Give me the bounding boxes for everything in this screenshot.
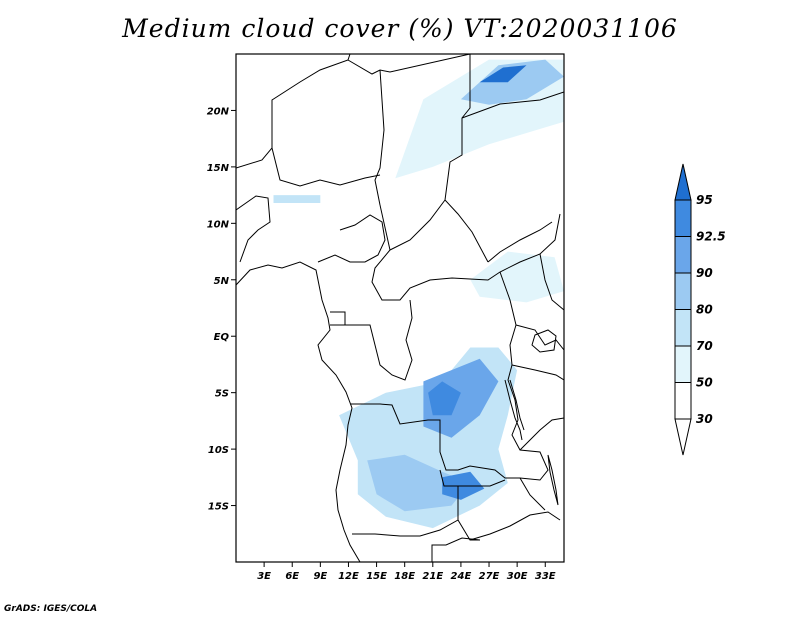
lon-tick-label: 6E <box>285 571 299 582</box>
border-nigeria <box>317 214 386 263</box>
cloud-region-5 <box>470 251 564 303</box>
lake-victoria <box>531 329 557 353</box>
border-sudan <box>461 91 564 263</box>
lake-malawi <box>547 454 559 506</box>
border-niger-chad <box>347 54 489 263</box>
border-east-africa <box>511 253 564 451</box>
lon-tick-label: 18E <box>394 571 415 582</box>
lat-tick-label: 20N <box>207 106 230 117</box>
border-zambia <box>458 479 561 541</box>
lat-tick-label: 15N <box>207 163 230 174</box>
colorbar-level-label: 92.5 <box>696 230 726 244</box>
colorbar-level-label: 90 <box>696 266 713 280</box>
lon-tick-label: 27E <box>479 571 500 582</box>
lon-tick-label: 21E <box>422 571 443 582</box>
lat-tick-label: EQ <box>214 332 230 343</box>
colorbar-swatch <box>674 272 692 310</box>
lon-tick-label: 12E <box>338 571 359 582</box>
colorbar-swatch <box>674 309 692 347</box>
lon-tick-label: 15E <box>366 571 387 582</box>
cloud-region-8 <box>423 358 499 438</box>
lat-tick-label: 5S <box>215 389 229 400</box>
lat-tick-label: 10S <box>208 445 229 456</box>
coastline <box>236 261 361 562</box>
colorbar-arrow-top <box>674 163 692 201</box>
latitude-axis: 20N 15N 10N 5N EQ 5S 10S 15S <box>207 106 236 513</box>
colorbar-swatch <box>674 236 692 274</box>
lon-tick-label: 3E <box>257 571 271 582</box>
lon-tick-label: 30E <box>507 571 528 582</box>
colorbar-swatch <box>674 382 692 420</box>
plot-frame <box>235 53 565 563</box>
colorbar-level-label: 30 <box>696 412 713 426</box>
colorbar-swatch <box>674 345 692 383</box>
longitude-axis: 3E 6E 9E 12E 15E 18E 21E 24E 27E 30E 33E <box>257 562 556 582</box>
colorbar-level-label: 50 <box>696 376 713 390</box>
lat-tick-label: 5N <box>214 276 230 287</box>
cloud-cover-layer <box>240 59 564 540</box>
border-west-africa <box>236 54 381 263</box>
lon-tick-label: 33E <box>535 571 556 582</box>
chart-title: Medium cloud cover (%) VT:2020031106 <box>122 14 678 43</box>
border-drc <box>350 271 549 481</box>
cloud-region-10 <box>367 454 471 512</box>
country-borders <box>236 54 564 562</box>
border-congo <box>330 299 413 381</box>
lake-tanganyika <box>504 379 525 441</box>
cloud-region-4 <box>273 195 321 203</box>
colorbar-arrow-bottom <box>674 418 692 456</box>
cloud-region-1 <box>460 59 564 105</box>
colorbar-level-label: 95 <box>696 193 713 207</box>
lon-tick-label: 24E <box>451 571 472 582</box>
cloud-region-9 <box>428 381 461 416</box>
credit-label: GrADS: IGES/COLA <box>4 604 98 614</box>
colorbar-swatch <box>674 199 692 237</box>
lon-tick-label: 9E <box>313 571 327 582</box>
border-south <box>431 477 546 562</box>
cloud-region-2 <box>479 65 527 83</box>
border-central <box>371 199 561 301</box>
lat-tick-label: 10N <box>207 219 230 230</box>
colorbar-level-label: 70 <box>696 339 713 353</box>
colorbar-legend: 95 92.5 90 80 70 50 30 <box>674 163 726 456</box>
lat-tick-label: 15S <box>208 502 229 513</box>
colorbar-level-label: 80 <box>696 303 713 317</box>
